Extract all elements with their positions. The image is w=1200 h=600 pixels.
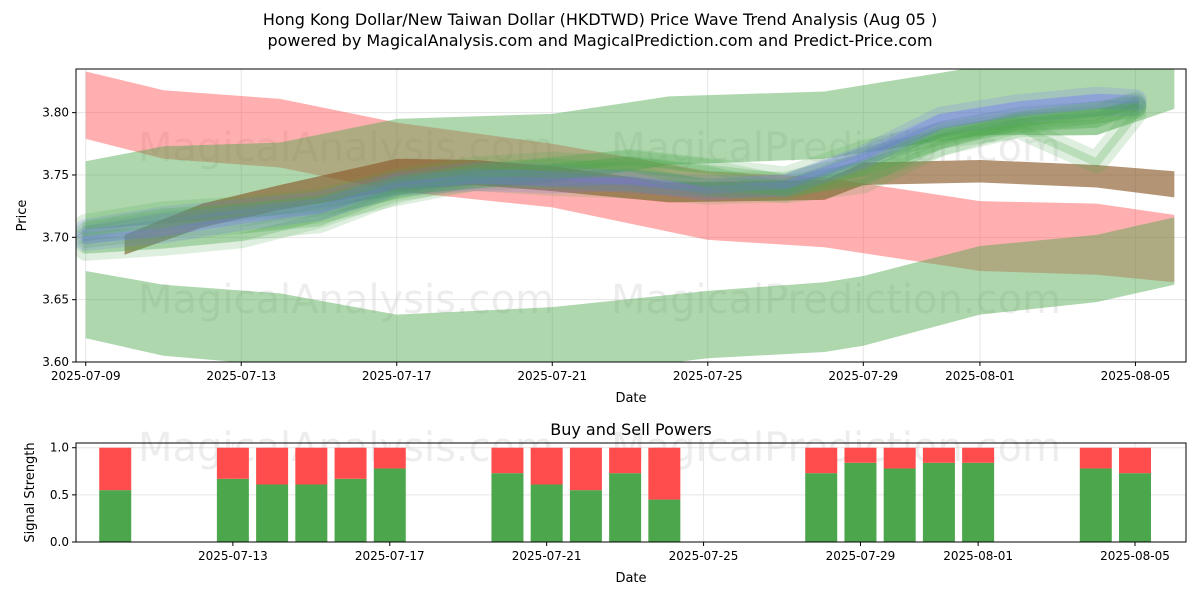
plot-frame (75, 442, 1187, 543)
y-tick-label: 0.0 (50, 535, 69, 549)
sell-bar (569, 447, 602, 491)
watermarks: MagicalAnalysis.com MagicalPrediction.com… (138, 125, 1061, 323)
band-green-2 (85, 217, 1175, 362)
sell-bar (334, 447, 367, 479)
sell-bar (530, 447, 563, 485)
x-tick-label: 2025-08-01 (943, 549, 1013, 563)
wave-path-1 (76, 96, 1147, 254)
panel-0: MagicalAnalysis.com MagicalPrediction.com… (15, 68, 1187, 406)
wave-path-0 (76, 91, 1147, 245)
wave-path-5 (76, 86, 1147, 251)
y-tick-label: 0.5 (50, 488, 69, 502)
y-tick-label: 3.75 (42, 168, 69, 182)
sell-bar (844, 447, 877, 463)
plot-frame (75, 68, 1187, 363)
wave-path-4 (76, 102, 1147, 249)
wave-core-1 (81, 103, 1140, 247)
x-tick-label: 2025-08-05 (1101, 369, 1171, 383)
buy-bar (373, 468, 406, 542)
y-tick-label: 1.0 (50, 441, 69, 455)
buy-bar (334, 478, 367, 542)
x-tick-label: 2025-07-21 (512, 549, 582, 563)
sell-bar (99, 447, 132, 491)
watermark-text: MagicalPrediction.com (611, 277, 1061, 323)
wave-core-3 (81, 103, 1140, 254)
buy-bar (295, 484, 328, 542)
y-tick-label: 3.60 (42, 355, 69, 369)
buy-bar (99, 490, 132, 542)
x-tick-label: 2025-07-25 (673, 369, 743, 383)
wave-core-6 (81, 101, 1140, 229)
ticks: 2025-07-13 2025-07-17 2025-07-21 2025-07-25… (50, 441, 1170, 563)
y-tick-label: 3.65 (42, 293, 69, 307)
y-tick-label: 3.70 (42, 230, 69, 244)
x-axis-label: Date (615, 571, 646, 586)
x-tick-label: 2025-07-13 (198, 549, 268, 563)
panel-title: Buy and Sell Powers (550, 420, 712, 439)
sell-bar (216, 447, 249, 479)
x-tick-label: 2025-08-05 (1100, 549, 1170, 563)
buy-bar (844, 462, 877, 542)
x-tick-label: 2025-07-25 (669, 549, 739, 563)
buy-bar (569, 490, 602, 542)
x-tick-label: 2025-07-29 (828, 369, 898, 383)
y-axis-label: Signal Strength (23, 442, 38, 542)
wave-path-2 (76, 94, 1147, 241)
wave-path-3 (76, 96, 1147, 261)
grid (76, 69, 1186, 363)
buy-bar (609, 473, 642, 542)
buy-bar (1079, 468, 1112, 542)
sell-bar (1119, 447, 1152, 474)
panel-1: MagicalAnalysis.comMagicalPrediction.com… (23, 420, 1187, 586)
buy-bar (1119, 473, 1152, 542)
sell-bar (922, 447, 955, 463)
x-tick-label: 2025-07-09 (51, 369, 121, 383)
y-axis-label: Price (15, 200, 30, 232)
buy-bar (216, 478, 249, 542)
buy-bar (922, 462, 955, 542)
buy-bar (648, 499, 681, 542)
y-tick-label: 3.80 (42, 106, 69, 120)
sell-bar (648, 447, 681, 500)
x-tick-label: 2025-07-17 (362, 369, 432, 383)
buy-bar (530, 484, 563, 542)
sell-bar (256, 447, 289, 485)
wave-core-2 (81, 101, 1140, 234)
x-axis-label: Date (615, 391, 646, 406)
buy-bar (883, 468, 916, 542)
band-red-0 (85, 71, 1175, 283)
chart-subtitle: powered by MagicalAnalysis.com and Magic… (267, 31, 933, 50)
chart-title: Hong Kong Dollar/New Taiwan Dollar (HKDT… (262, 10, 938, 29)
wave-path-6 (76, 94, 1147, 236)
buy-bar (256, 484, 289, 542)
x-tick-label: 2025-07-29 (826, 549, 896, 563)
sell-bar (491, 447, 524, 474)
sell-bar (1079, 447, 1112, 469)
sell-bar (295, 447, 328, 485)
ticks: 2025-07-09 2025-07-13 2025-07-17 2025-07-21… (42, 106, 1170, 383)
plot-content (99, 447, 1152, 542)
sell-bar (373, 447, 406, 469)
plot-content (76, 69, 1175, 362)
band-brown-3 (124, 158, 1175, 255)
sell-bar (805, 447, 838, 474)
buy-bar (962, 462, 995, 542)
watermark-text: MagicalAnalysis.com (138, 277, 554, 323)
buy-bar (805, 473, 838, 542)
wave-core-4 (81, 109, 1140, 242)
wave-core-0 (81, 98, 1140, 238)
x-tick-label: 2025-07-21 (517, 369, 587, 383)
x-tick-label: 2025-07-17 (355, 549, 425, 563)
x-tick-label: 2025-08-01 (945, 369, 1015, 383)
sell-bar (609, 447, 642, 474)
sell-bar (883, 447, 916, 469)
buy-bar (491, 473, 524, 542)
wave-core-5 (81, 93, 1140, 244)
sell-bar (962, 447, 995, 463)
x-tick-label: 2025-07-13 (206, 369, 276, 383)
